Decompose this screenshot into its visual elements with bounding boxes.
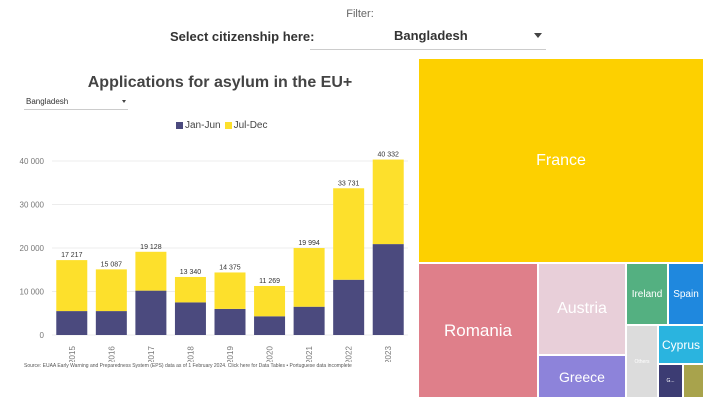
- treemap-tile-label: Others: [634, 358, 650, 365]
- y-tick-label: 30 000: [20, 201, 45, 210]
- treemap-tile-france[interactable]: France: [418, 58, 704, 263]
- legend-item-jul-dec[interactable]: Jul-Dec: [224, 120, 268, 131]
- bar-total-label: 19 994: [298, 240, 320, 247]
- bar-segment-jan-jun: [56, 311, 88, 335]
- treemap-tile-label: Ireland: [631, 288, 663, 300]
- treemap-tile-spain[interactable]: Spain: [668, 263, 704, 325]
- bar-segment-jul-dec: [333, 188, 365, 280]
- bar-chart: 0 10 000 20 000 30 000 40 000 17 217 2015 15 08…: [20, 152, 408, 362]
- treemap-tile-label: France: [536, 151, 586, 169]
- legend-label-jan-jun: Jan-Jun: [185, 120, 221, 131]
- treemap-tile-greece[interactable]: Greece: [538, 355, 626, 398]
- treemap-tile-label: G...: [666, 378, 675, 384]
- bar-segment-jul-dec: [254, 285, 286, 317]
- bar-total-label: 17 217: [61, 252, 83, 259]
- citizenship-label: Select citizenship here:: [170, 29, 315, 44]
- x-tick-label: 2016: [107, 346, 116, 362]
- bar-segment-jan-jun: [372, 244, 404, 335]
- x-tick-label: 2021: [305, 346, 314, 362]
- bar-segment-jul-dec: [95, 269, 127, 312]
- bar-segment-jan-jun: [174, 302, 206, 335]
- treemap-tile-label: Austria: [557, 300, 607, 317]
- treemap-tile-label: Romania: [443, 320, 513, 340]
- bar-segment-jan-jun: [254, 316, 286, 335]
- bar-total-label: 13 340: [180, 269, 202, 276]
- treemap-tile-others[interactable]: Others: [626, 325, 658, 398]
- legend-swatch-jul-dec: [224, 122, 232, 129]
- chart-legend: Jan-Jun Jul-Dec: [176, 120, 267, 131]
- x-tick-label: 2017: [147, 346, 156, 362]
- x-tick-label: 2022: [345, 346, 354, 362]
- bar-total-label: 19 128: [140, 244, 162, 251]
- bar-segment-jan-jun: [135, 290, 167, 335]
- chevron-down-icon: [534, 33, 542, 38]
- y-tick-label: 0: [40, 331, 45, 340]
- treemap-tile-g[interactable]: G...: [658, 364, 683, 398]
- treemap: France Romania Austria Greece Ireland Spain Cy…: [418, 58, 704, 398]
- source-note[interactable]: Source: EUAA Early Warning and Preparedn…: [24, 363, 352, 369]
- chart-country-dropdown[interactable]: Bangladesh: [24, 97, 128, 110]
- citizenship-selected-value: Bangladesh: [394, 28, 468, 43]
- bar-segment-jul-dec: [293, 248, 325, 307]
- x-tick-label: 2020: [266, 346, 275, 362]
- treemap-tile-unlabeled[interactable]: [683, 364, 704, 398]
- bar-segment-jul-dec: [135, 251, 167, 291]
- bar-segment-jan-jun: [95, 311, 127, 335]
- x-tick-label: 2023: [384, 346, 393, 362]
- x-tick-label: 2015: [68, 346, 77, 362]
- treemap-tile-label: Cyprus: [661, 337, 700, 352]
- bar-total-label: 11 269: [259, 278, 280, 285]
- bar-total-label: 33 731: [338, 180, 360, 187]
- y-tick-label: 20 000: [20, 244, 45, 253]
- chart-title: Applications for asylum in the EU+: [87, 74, 353, 91]
- bar-segment-jul-dec: [214, 272, 246, 309]
- treemap-tile-label: Greece: [559, 368, 605, 385]
- filter-label: Filter:: [346, 8, 374, 20]
- y-tick-label: 10 000: [20, 288, 45, 297]
- bar-total-label: 40 332: [378, 152, 400, 159]
- treemap-tile-austria[interactable]: Austria: [538, 263, 626, 355]
- legend-swatch-jan-jun: [176, 122, 183, 129]
- legend-label-jul-dec: Jul-Dec: [233, 120, 268, 131]
- treemap-tile-cyprus[interactable]: Cyprus: [658, 325, 704, 364]
- bar-segment-jan-jun: [214, 308, 246, 335]
- treemap-tile-label: Spain: [673, 288, 699, 300]
- treemap-tile-ireland[interactable]: Ireland: [626, 263, 668, 325]
- chart-country-selected-value: Bangladesh: [26, 97, 69, 106]
- bar-total-label: 14 375: [219, 264, 241, 271]
- bar-segment-jan-jun: [333, 279, 365, 335]
- legend-item-jan-jun[interactable]: Jan-Jun: [176, 120, 221, 131]
- x-tick-label: 2019: [226, 346, 235, 362]
- bar-segment-jan-jun: [293, 306, 325, 335]
- bar-segment-jul-dec: [174, 276, 206, 303]
- y-tick-label: 40 000: [20, 157, 45, 166]
- x-tick-label: 2018: [186, 346, 195, 362]
- chevron-down-icon: [122, 100, 126, 103]
- treemap-tile-romania[interactable]: Romania: [418, 263, 538, 398]
- citizenship-dropdown[interactable]: Bangladesh: [310, 23, 546, 50]
- bar-total-label: 15 087: [101, 261, 123, 268]
- bar-segment-jul-dec: [56, 260, 88, 312]
- bar-segment-jul-dec: [372, 159, 404, 245]
